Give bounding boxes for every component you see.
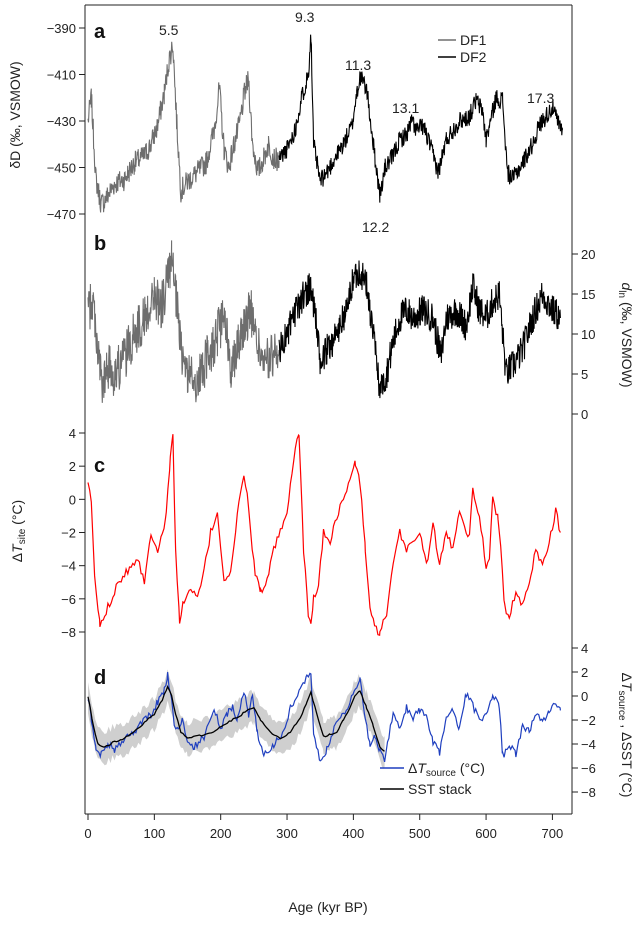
axis-d-tick-label-4: −4 [581, 737, 596, 752]
panel-letter-a: a [94, 21, 106, 43]
annotation-12-2: 12.2 [362, 219, 389, 235]
axis-d-tick-label-5: −6 [581, 761, 596, 776]
x-tick-label-7: 700 [542, 826, 564, 841]
axis-c-tick-label-1: 2 [69, 459, 76, 474]
axis-c-tick-label-2: 0 [69, 492, 76, 507]
x-tick-label-6: 600 [475, 826, 497, 841]
axis-b-ticks: 20 15 10 5 0 [572, 247, 595, 422]
axis-c-tick-label-3: −2 [61, 526, 76, 541]
series-d-sst-line [87, 685, 385, 752]
axis-a-tick-label-3: −450 [47, 161, 76, 176]
legend-df1-label: DF1 [460, 32, 487, 48]
axis-d-tick-label-6: −8 [581, 785, 596, 800]
legend-sst-label: SST stack [408, 781, 473, 797]
axis-c-tick-label-0: 4 [69, 426, 76, 441]
axis-b-tick-label-3: 5 [581, 367, 588, 382]
axis-a-tick-label-1: −410 [47, 68, 76, 83]
axis-d-tick-label-0: 4 [581, 641, 588, 656]
x-tick-label-1: 100 [143, 826, 165, 841]
xlabel: Age (kyr BP) [288, 899, 367, 915]
axis-d-tick-label-3: −2 [581, 713, 596, 728]
axis-a-ticks: −390 −410 −430 −450 −470 [47, 21, 85, 222]
annotation-5-5: 5.5 [159, 22, 179, 38]
axis-a-tick-label-4: −470 [47, 207, 76, 222]
x-tick-label-3: 300 [276, 826, 298, 841]
series-b-df1-line [87, 240, 280, 403]
ylabel-c: ΔTsite (°C) [9, 500, 28, 562]
series-a-df2-line [278, 34, 563, 203]
x-tick-label-4: 400 [343, 826, 365, 841]
series-a-df1-line [87, 41, 280, 213]
annotation-17-3: 17.3 [527, 90, 554, 106]
x-tick-label-2: 200 [210, 826, 232, 841]
axis-a-tick-label-2: −430 [47, 114, 76, 129]
panel-letter-b: b [94, 233, 106, 255]
axis-c-tick-label-4: −4 [61, 559, 76, 574]
legend-df2-label: DF2 [460, 49, 487, 65]
x-tick-label-0: 0 [84, 826, 91, 841]
axis-d-tick-label-1: 2 [581, 665, 588, 680]
annotation-11-3: 11.3 [345, 57, 371, 73]
axis-b-tick-label-2: 10 [581, 327, 595, 342]
series-c-site-line [87, 433, 561, 636]
ylabel-d: ΔTsource , ΔSST (°C) [616, 673, 635, 798]
panel-letter-d: d [94, 667, 106, 689]
axis-d-tick-label-2: 0 [581, 689, 588, 704]
axis-c-tick-label-5: −6 [61, 592, 76, 607]
series-d-source-line [87, 672, 561, 763]
ylabel-a: δD (‰, VSMOW) [7, 61, 23, 168]
x-axis-ticks: 0 100 200 300 400 500 600 700 [84, 814, 563, 841]
axis-c-ticks: 4 2 0 −2 −4 −6 −8 [61, 426, 85, 640]
annotation-13-1: 13.1 [392, 100, 419, 116]
axis-a-tick-label-0: −390 [47, 21, 76, 36]
panel-letter-c: c [94, 455, 105, 477]
axis-c-tick-label-6: −8 [61, 625, 76, 640]
axis-b-tick-label-4: 0 [581, 407, 588, 422]
x-tick-label-5: 500 [409, 826, 431, 841]
series-b-df2-line [278, 260, 561, 399]
legend-source-label: ΔTsource (°C) [408, 760, 485, 779]
annotation-9-3: 9.3 [295, 9, 315, 25]
ylabel-b: dln (‰, VSMOW) [616, 282, 635, 387]
axis-b-tick-label-1: 15 [581, 287, 595, 302]
axis-d-ticks: 4 2 0 −2 −4 −6 −8 [572, 641, 596, 800]
axis-b-tick-label-0: 20 [581, 247, 595, 262]
